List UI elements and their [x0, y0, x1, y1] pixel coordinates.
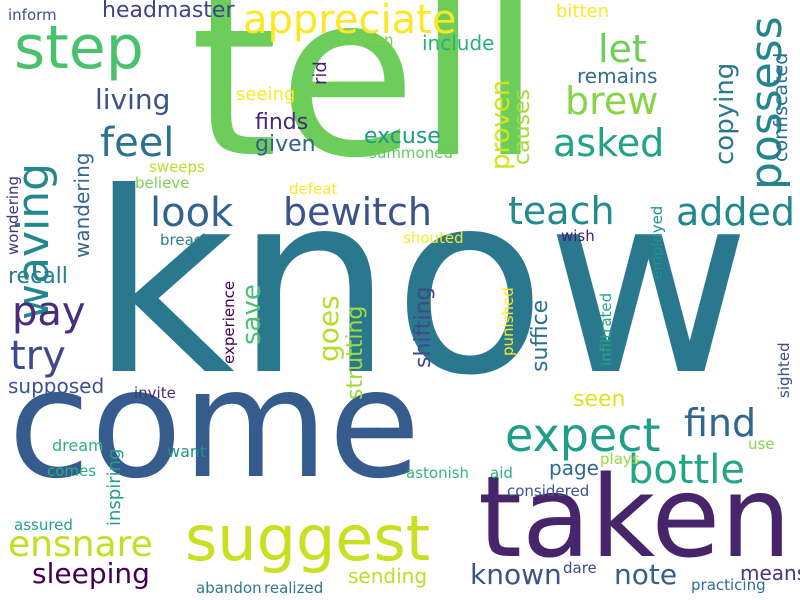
word-include: include [422, 31, 495, 55]
word-step: step [14, 13, 144, 83]
word-finds: finds [255, 110, 309, 135]
word-summoned: summoned [369, 144, 453, 162]
word-assured: assured [14, 516, 73, 534]
word-suffice: suffice [528, 299, 553, 372]
word-seen: seen [573, 387, 626, 412]
word-let: let [598, 27, 647, 71]
word-practicing: practicing [691, 576, 766, 594]
word-strutting: strutting [343, 305, 368, 400]
word-rid: rid [310, 61, 331, 85]
word-ensnare: ensnare [8, 524, 153, 565]
word-chosen: chosen [340, 31, 394, 49]
word-dream: dream [52, 436, 104, 455]
word-aid: aid [490, 464, 513, 482]
word-known: known [470, 558, 562, 591]
word-employed: employed [648, 205, 666, 280]
word-added: added [676, 190, 796, 234]
word-inspiring: inspiring [104, 448, 125, 526]
word-sleeping: sleeping [32, 557, 150, 590]
word-breach: breach [160, 231, 212, 249]
word-taken: taken [478, 453, 792, 583]
word-remains: remains [577, 64, 658, 88]
word-wandering: wandering [70, 152, 94, 258]
word-headmaster: headmaster [102, 0, 235, 23]
word-bewitch: bewitch [283, 190, 433, 234]
word-copying: copying [710, 62, 740, 165]
word-living: living [95, 83, 171, 116]
word-teach: teach [508, 189, 615, 233]
word-know: know [90, 139, 751, 430]
word-infiltrated: infiltrated [597, 292, 615, 366]
word-bitten: bitten [556, 1, 610, 22]
word-use: use [748, 435, 775, 453]
word-try: try [10, 333, 66, 379]
word-punished: punished [499, 287, 517, 356]
word-shouted: shouted [403, 229, 464, 247]
word-sending: sending [348, 564, 428, 588]
word-causes: causes [510, 89, 535, 165]
word-experience: experience [220, 280, 238, 364]
word-wish: wish [561, 227, 595, 245]
word-come: come [8, 338, 421, 512]
word-goes: goes [312, 295, 345, 362]
word-feel: feel [100, 120, 175, 166]
word-want: want [167, 442, 207, 461]
word-believe: believe [135, 174, 190, 192]
word-abandon: abandon [196, 579, 262, 597]
word-seeing: seeing [236, 84, 296, 105]
word-appreciate: appreciate [243, 0, 457, 43]
word-note: note [614, 558, 678, 591]
word-considered: considered [507, 482, 590, 500]
word-save: save [237, 284, 267, 345]
word-inform: inform [8, 6, 57, 24]
word-pay: pay [12, 289, 86, 335]
word-supposed: supposed [8, 374, 105, 398]
word-wondering: wondering [4, 175, 22, 255]
word-look: look [150, 190, 234, 236]
word-realized: realized [264, 579, 324, 597]
word-astonish: astonish [406, 464, 470, 482]
word-invite: invite [134, 384, 176, 402]
word-defeat: defeat [289, 180, 338, 198]
word-shifting: shifting [411, 286, 436, 368]
word-asked: asked [553, 121, 665, 165]
word-sweeps: sweeps [149, 158, 205, 176]
word-find: find [684, 401, 757, 445]
word-comes: comes [47, 462, 97, 480]
word-recall: recall [8, 264, 68, 289]
word-brew: brew [565, 79, 659, 123]
word-tell: tell [190, 0, 542, 208]
word-sighted: sighted [775, 342, 793, 398]
word-bottle: bottle [628, 447, 745, 493]
word-given: given [255, 132, 316, 157]
word-excuse: excuse [364, 124, 441, 149]
word-dare: dare [563, 559, 597, 577]
word-confiscated: confiscated [770, 52, 792, 162]
word-suggest: suggest [185, 502, 431, 575]
word-page: page [549, 456, 599, 480]
word-plays: plays [600, 450, 640, 468]
word-expect: expect [505, 408, 661, 462]
